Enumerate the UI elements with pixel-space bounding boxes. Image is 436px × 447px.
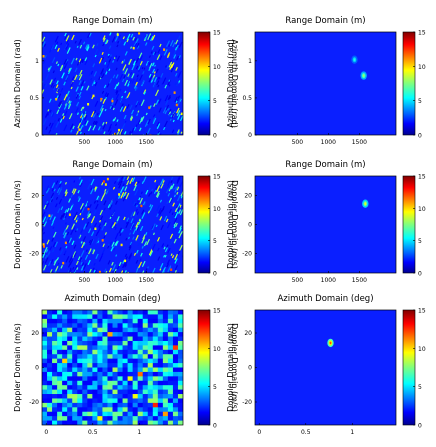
panel-p12: Range Domain (m) 500 1000 1500 0 0.5 1 Azimuth … [226,16,426,146]
heatmap-background [255,32,396,135]
colorbar-tick-label: 15 [418,308,426,315]
x-tick-label: 1500 [139,139,154,146]
panel-p21: Range Domain (m) 500 1000 1500 -20 0 20 Doppler… [13,160,239,284]
colorbar-tick-label: 15 [213,308,221,315]
colorbar-tick-label: 0 [213,271,217,278]
heatmap-peak [327,339,333,347]
x-tick-label: 0.5 [88,429,98,436]
x-tick-label: 0 [257,429,261,436]
panel-p32: Azimuth Domain (deg) 0 0.5 1 -20 0 20 Doppler D… [226,294,426,436]
x-tick-label: 1000 [321,139,336,146]
colorbar [198,176,210,273]
colorbar-tick-label: 5 [213,384,217,391]
panel-title: Range Domain (m) [285,16,365,26]
colorbar [403,176,415,273]
x-tick-label: 0.5 [301,429,311,436]
y-tick-label: 0 [248,132,252,139]
y-tick-label: 0 [35,365,39,372]
colorbar-tick-label: 0 [418,271,422,278]
x-tick-label: 0 [44,429,48,436]
x-tick-label: 500 [79,277,91,284]
colorbar-tick-label: 15 [213,174,221,181]
x-tick-label: 1000 [321,277,336,284]
colorbar-tick-label: 10 [213,64,221,71]
heatmap-background [42,32,183,135]
heatmap-background [255,310,396,425]
colorbar-tick-label: 5 [418,384,422,391]
heatmap-peak [351,56,357,64]
x-tick-label: 1 [350,429,354,436]
colorbar-tick-label: 10 [418,64,426,71]
panel-title: Range Domain (m) [72,16,152,26]
y-tick-label: 20 [244,330,252,337]
colorbar-tick-label: 10 [418,206,426,213]
y-tick-label: -20 [29,399,39,406]
colorbar [198,310,210,425]
y-tick-label: -20 [29,251,39,258]
x-tick-label: 1000 [108,277,123,284]
x-tick-label: 500 [292,277,304,284]
colorbar [403,32,415,135]
colorbar-tick-label: 10 [213,206,221,213]
panel-title: Azimuth Domain (deg) [277,294,373,304]
y-tick-label: 0 [35,132,39,139]
colorbar-tick-label: 10 [213,346,221,353]
heatmap-peak [362,200,368,208]
x-tick-label: 500 [292,139,304,146]
colorbar-tick-label: 10 [418,346,426,353]
colorbar-tick-label: 15 [418,30,426,37]
y-axis-label: Doppler Domain (m/s) [13,323,22,412]
colorbar-tick-label: 0 [213,423,217,430]
y-tick-label: 20 [244,192,252,199]
colorbar [403,310,415,425]
colorbar-tick-label: 15 [418,174,426,181]
y-axis-label: Doppler Domain (m/s) [13,180,22,269]
y-tick-label: 1 [248,58,252,65]
panel-p22: Range Domain (m) 500 1000 1500 -20 0 20 Doppler… [226,160,426,284]
y-tick-label: 20 [31,192,39,199]
x-tick-label: 1500 [352,277,367,284]
heatmap-texture [362,200,368,208]
y-tick-label: 0 [35,222,39,229]
colorbar [198,32,210,135]
colorbar-tick-label: 0 [213,133,217,140]
y-tick-label: 0.5 [242,95,252,102]
heatmap-texture [327,339,333,347]
y-tick-label: 1 [35,58,39,65]
colorbar-tick-label: 5 [418,98,422,105]
x-tick-label: 1000 [108,139,123,146]
y-tick-label: -20 [242,399,252,406]
colorbar-tick-label: 5 [418,238,422,245]
x-tick-label: 500 [79,139,91,146]
panel-title: Azimuth Domain (deg) [64,294,160,304]
y-tick-label: 0.5 [29,95,39,102]
panel-title: Range Domain (m) [72,160,152,170]
y-tick-label: 20 [31,330,39,337]
y-tick-label: 0 [248,365,252,372]
colorbar-tick-label: 5 [213,98,217,105]
panel-title: Range Domain (m) [285,160,365,170]
y-tick-label: -20 [242,251,252,258]
heatmap-peak [361,71,367,79]
colorbar-tick-label: 5 [213,238,217,245]
colorbar-tick-label: 15 [213,30,221,37]
heatmap-background [255,176,396,273]
colorbar-tick-label: 0 [418,423,422,430]
y-axis-label: Doppler Domain (m/s) [226,180,235,269]
colorbar-tick-label: 0 [418,133,422,140]
heatmap-texture [42,310,183,425]
y-axis-label: Doppler Domain (m/s) [226,323,235,412]
panel-p11: Range Domain (m) 500 1000 1500 0 0.5 1 Azimuth … [13,16,239,146]
y-tick-label: 0 [248,222,252,229]
x-tick-label: 1500 [352,139,367,146]
x-tick-label: 1 [137,429,141,436]
y-axis-label: Azimuth Domain (rad) [13,39,22,128]
y-axis-label: Azimuth Domain (rad) [226,39,235,128]
panel-p31: Azimuth Domain (deg) 0 0.5 1 -20 0 20 Doppler D… [13,294,239,436]
x-tick-label: 1500 [139,277,154,284]
